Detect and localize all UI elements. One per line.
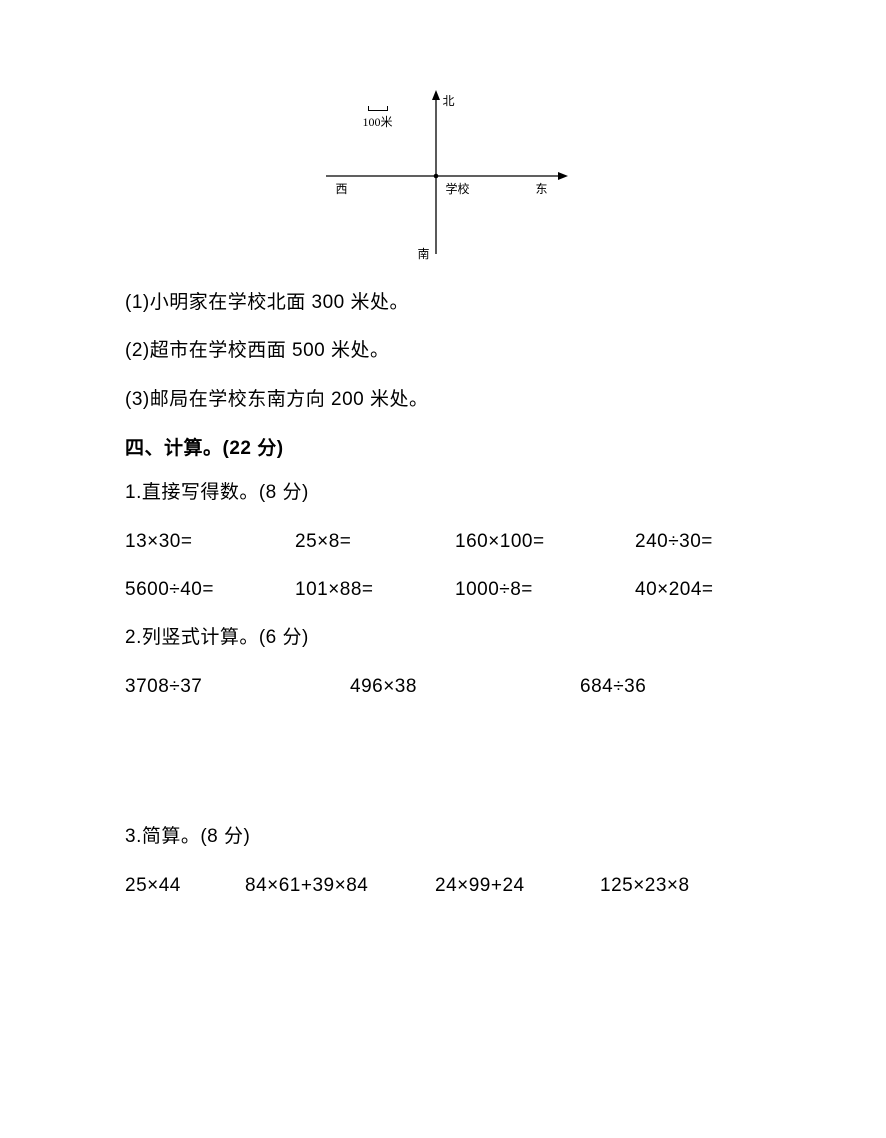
- calc-item: 25×8=: [295, 527, 455, 557]
- part-1-title: 1.直接写得数。(8 分): [125, 478, 766, 508]
- calc-item: 5600÷40=: [125, 575, 295, 605]
- calc-item: 496×38: [350, 672, 580, 702]
- calc-item: 25×44: [125, 871, 245, 901]
- part-3-row: 25×44 84×61+39×84 24×99+24 125×23×8: [125, 871, 766, 901]
- calc-item: 84×61+39×84: [245, 871, 435, 901]
- east-label: 东: [536, 180, 548, 197]
- calc-item: 1000÷8=: [455, 575, 635, 605]
- part-3-title: 3.简算。(8 分): [125, 822, 766, 852]
- west-label: 西: [336, 180, 348, 197]
- scale-label: 100米: [363, 113, 393, 130]
- part-1-row-2: 5600÷40= 101×88= 1000÷8= 40×204=: [125, 575, 766, 605]
- calc-item: 684÷36: [580, 672, 740, 702]
- question-1: (1)小明家在学校北面 300 米处。: [125, 288, 766, 318]
- south-label: 南: [418, 245, 430, 262]
- calc-item: 160×100=: [455, 527, 635, 557]
- calc-item: 40×204=: [635, 575, 755, 605]
- calc-item: 24×99+24: [435, 871, 600, 901]
- section-4-title: 四、计算。(22 分): [125, 433, 766, 460]
- school-label: 学校: [446, 180, 470, 197]
- compass-diagram: 100米 北 南 西 东 学校: [306, 90, 586, 260]
- calc-item: 101×88=: [295, 575, 455, 605]
- part-1-row-1: 13×30= 25×8= 160×100= 240÷30=: [125, 527, 766, 557]
- north-label: 北: [443, 92, 455, 109]
- calc-item: 3708÷37: [125, 672, 350, 702]
- calc-item: 13×30=: [125, 527, 295, 557]
- calc-item: 240÷30=: [635, 527, 755, 557]
- calc-item: 125×23×8: [600, 871, 740, 901]
- question-3: (3)邮局在学校东南方向 200 米处。: [125, 385, 766, 415]
- compass-axes-svg: [306, 90, 586, 260]
- part-2-title: 2.列竖式计算。(6 分): [125, 623, 766, 653]
- question-2: (2)超市在学校西面 500 米处。: [125, 336, 766, 366]
- scale-bar: [368, 106, 388, 111]
- compass-diagram-container: 100米 北 南 西 东 学校: [125, 90, 766, 260]
- part-2-row: 3708÷37 496×38 684÷36: [125, 672, 766, 702]
